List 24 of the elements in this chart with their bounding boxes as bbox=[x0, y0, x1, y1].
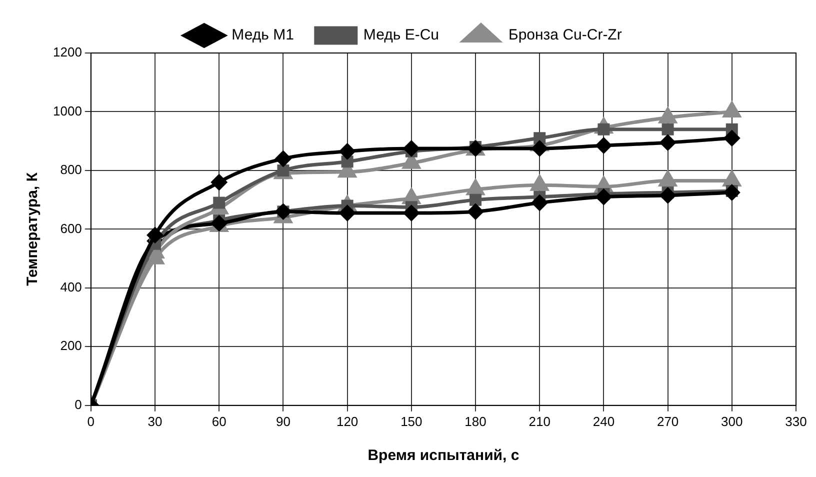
x-tick-label: 120 bbox=[336, 414, 358, 429]
x-tick-label: 0 bbox=[87, 414, 95, 429]
x-tick-label: 90 bbox=[276, 414, 290, 429]
y-tick-label: 600 bbox=[60, 220, 82, 236]
y-tick-label: 0 bbox=[74, 396, 82, 412]
x-tick-label: 150 bbox=[400, 414, 422, 429]
y-tick-label: 200 bbox=[60, 338, 82, 354]
x-tick-label: 300 bbox=[721, 414, 743, 429]
legend-label: Медь E-Cu bbox=[363, 26, 439, 44]
legend-label: Бронза Cu-Cr-Zr bbox=[508, 26, 622, 44]
x-tick-label: 240 bbox=[592, 414, 615, 429]
y-tick-label: 1200 bbox=[53, 44, 82, 60]
x-tick-label: 210 bbox=[528, 414, 550, 429]
x-tick-label: 180 bbox=[464, 414, 486, 429]
y-tick-label: 400 bbox=[60, 280, 82, 295]
x-axis-title: Время испытаний, с bbox=[368, 447, 520, 464]
y-tick-label: 800 bbox=[60, 162, 82, 178]
x-tick-label: 330 bbox=[785, 414, 807, 429]
y-tick-label: 1000 bbox=[53, 103, 82, 118]
y-axis-title: Температура, К bbox=[24, 172, 42, 286]
x-tick-label: 270 bbox=[656, 414, 679, 429]
x-tick-label: 30 bbox=[148, 414, 162, 429]
legend-label: Медь М1 bbox=[232, 26, 294, 44]
x-tick-label: 60 bbox=[212, 414, 226, 429]
